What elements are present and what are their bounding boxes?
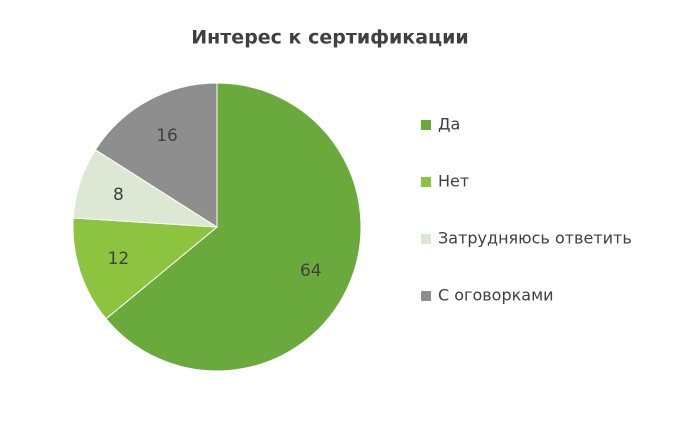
legend-swatch [421, 234, 431, 244]
legend-label: Нет [438, 172, 469, 191]
data-label: 8 [113, 185, 124, 205]
pie-slice [105, 82, 362, 372]
data-label: 16 [156, 126, 178, 146]
data-label: 64 [300, 261, 322, 281]
legend-label: Затрудняюсь ответить [438, 229, 632, 248]
pie-slice [72, 217, 219, 320]
legend-swatch [421, 291, 431, 301]
legend-swatch [421, 177, 431, 187]
legend-label: С оговорками [438, 286, 554, 305]
chart-title: Интерес к сертификации [191, 27, 468, 49]
legend-swatch [421, 120, 431, 130]
legend-label: Да [438, 115, 460, 134]
data-label: 12 [108, 249, 130, 269]
pie-slice [94, 82, 218, 228]
